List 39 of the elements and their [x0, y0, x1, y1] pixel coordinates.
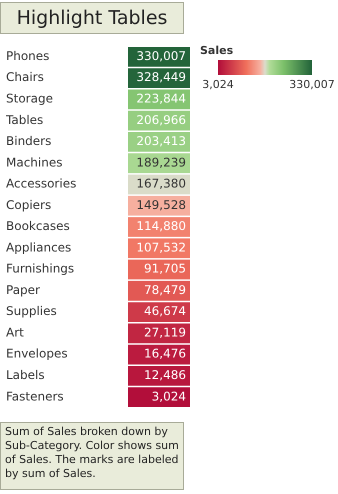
text: Sum of Sales broken down by Sub-Category. Color shows sum of Sales. The marks are labeled by sum of Sales.	[0, 422, 184, 490]
y-tick-label: Phones	[6, 48, 50, 63]
data-label: 78,479	[144, 282, 186, 297]
data-label: 206,966	[136, 112, 186, 127]
y-tick-label: Appliances	[6, 240, 72, 254]
y-tick-label: Labels	[6, 368, 45, 382]
data-label: 16,476	[144, 346, 186, 361]
data-label: 328,449	[136, 70, 186, 84]
data-label: 91,705	[144, 262, 186, 276]
data-label: 223,844	[136, 92, 186, 106]
y-tick-label: Bookcases	[6, 219, 70, 234]
data-label: 330,007	[136, 48, 186, 63]
y-tick-label: Chairs	[6, 70, 44, 84]
y-tick-label: Binders	[6, 134, 52, 148]
data-label: 3,024	[152, 389, 186, 404]
y-tick-label: Machines	[6, 155, 62, 170]
y-tick-label: Accessories	[6, 176, 76, 191]
y-tick-label: Copiers	[6, 198, 52, 212]
y-tick-label: Art	[6, 325, 24, 340]
color-bar-label: 3,024	[202, 78, 234, 91]
data-label: 46,674	[144, 304, 186, 318]
data-label: 149,528	[136, 198, 186, 212]
y-tick-label: Tables	[5, 112, 44, 127]
data-label: 114,880	[136, 219, 186, 234]
y-tick-label: Envelopes	[6, 346, 68, 361]
y-tick-label: Storage	[6, 92, 53, 106]
y-tick-label: Paper	[6, 282, 40, 297]
data-label: 167,380	[136, 176, 186, 191]
color-bar-label: 330,007	[289, 78, 335, 91]
data-label: 189,239	[136, 155, 186, 170]
data-label: 107,532	[136, 240, 186, 254]
chart-title: Highlight Tables	[0, 2, 184, 34]
data-label: 27,119	[144, 325, 186, 340]
y-tick-label: Furnishings	[6, 262, 74, 276]
y-tick-label: Supplies	[6, 304, 57, 318]
data-label: 12,486	[144, 368, 186, 382]
data-label: 203,413	[136, 134, 186, 148]
color-bar-title: Sales	[200, 44, 234, 57]
y-tick-label: Fasteners	[6, 389, 64, 404]
